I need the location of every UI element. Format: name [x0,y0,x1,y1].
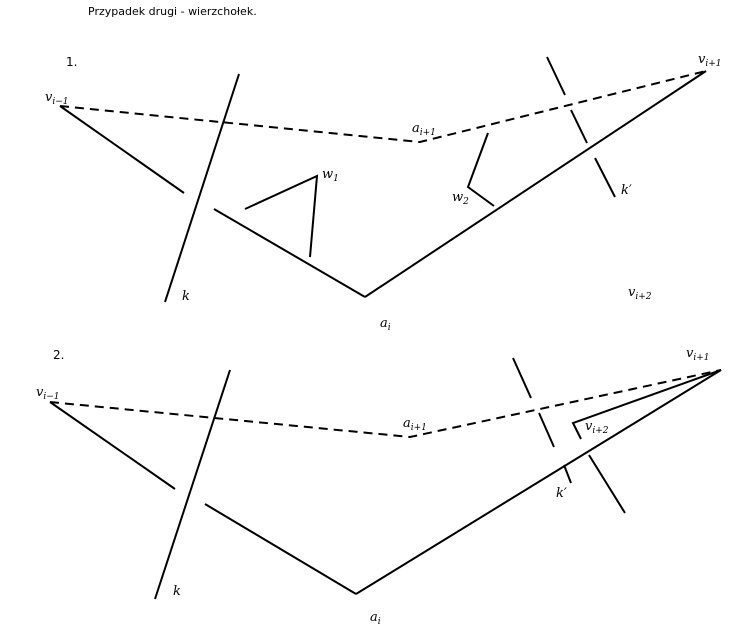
panel-1-label-v-next: vi+1 [698,52,722,69]
panel-2-spike-vnext2 [571,369,722,440]
panel-2-line-parallel [588,454,626,514]
panel-1-label-a-i: ai [380,316,391,333]
panel-1-label-v-prev: vi−1 [45,90,69,107]
panel-1: 1. vi−1 ai+1 vi+1 w1 w2 k k′ vi+2 ai [45,52,722,333]
panel-1-label-k-prime: k′ [621,183,632,198]
panel-2-line-kprime-seg-1 [512,357,532,399]
panel-1-label-a-next: ai+1 [412,121,436,138]
panel-1-line-kprime-seg-2 [570,109,588,144]
panel-2-label-a-i: ai [370,610,381,627]
panel-2-line-k [154,369,231,600]
panel-1-spike-w2 [466,132,495,207]
panel-1-line-kprime-seg-1 [546,56,566,96]
panel-2-line-kprime-seg-2 [538,412,555,448]
panel-1-dashed-chord [59,70,707,144]
panel-1-label-w2: w2 [452,190,469,207]
panel-1-edge-vnext [364,70,707,298]
panel-2-line-kprime-seg-3 [563,464,572,484]
panel-1-spike-w1 [244,174,319,258]
panel-1-label-v-next2: vi+2 [628,285,652,302]
panel-2-label-k: k [173,584,181,599]
heading: Przypadek drugi - wierzchołek. [88,5,257,18]
panel-2-label-v-prev: vi−1 [36,385,60,402]
panel-2: 2. vi−1 ai+1 vi+1 vi+2 k′ k ai [36,346,722,627]
panel-2-edge-vnext [355,369,722,595]
panel-1-line-k [164,73,240,303]
panel-2-label-a-next: ai+1 [403,416,427,433]
panel-2-label-k-prime: k′ [556,486,567,501]
panel-2-dashed-chord [49,369,722,439]
panel-1-edge-vprev-upper [59,105,185,194]
panel-2-label-v-next: vi+1 [686,346,710,363]
panel-2-label-v-next2: vi+2 [585,419,609,436]
panel-1-label-w1: w1 [322,167,339,184]
panel-2-edge-vprev-upper [49,401,176,490]
panel-1-line-kprime-seg-3 [594,157,616,198]
panel-2-number: 2. [53,348,64,362]
panel-1-edge-vprev-lower [213,208,366,298]
panel-1-number: 1. [66,55,77,69]
panel-1-label-k: k [182,289,190,304]
panel-2-edge-vprev-lower [204,503,357,595]
